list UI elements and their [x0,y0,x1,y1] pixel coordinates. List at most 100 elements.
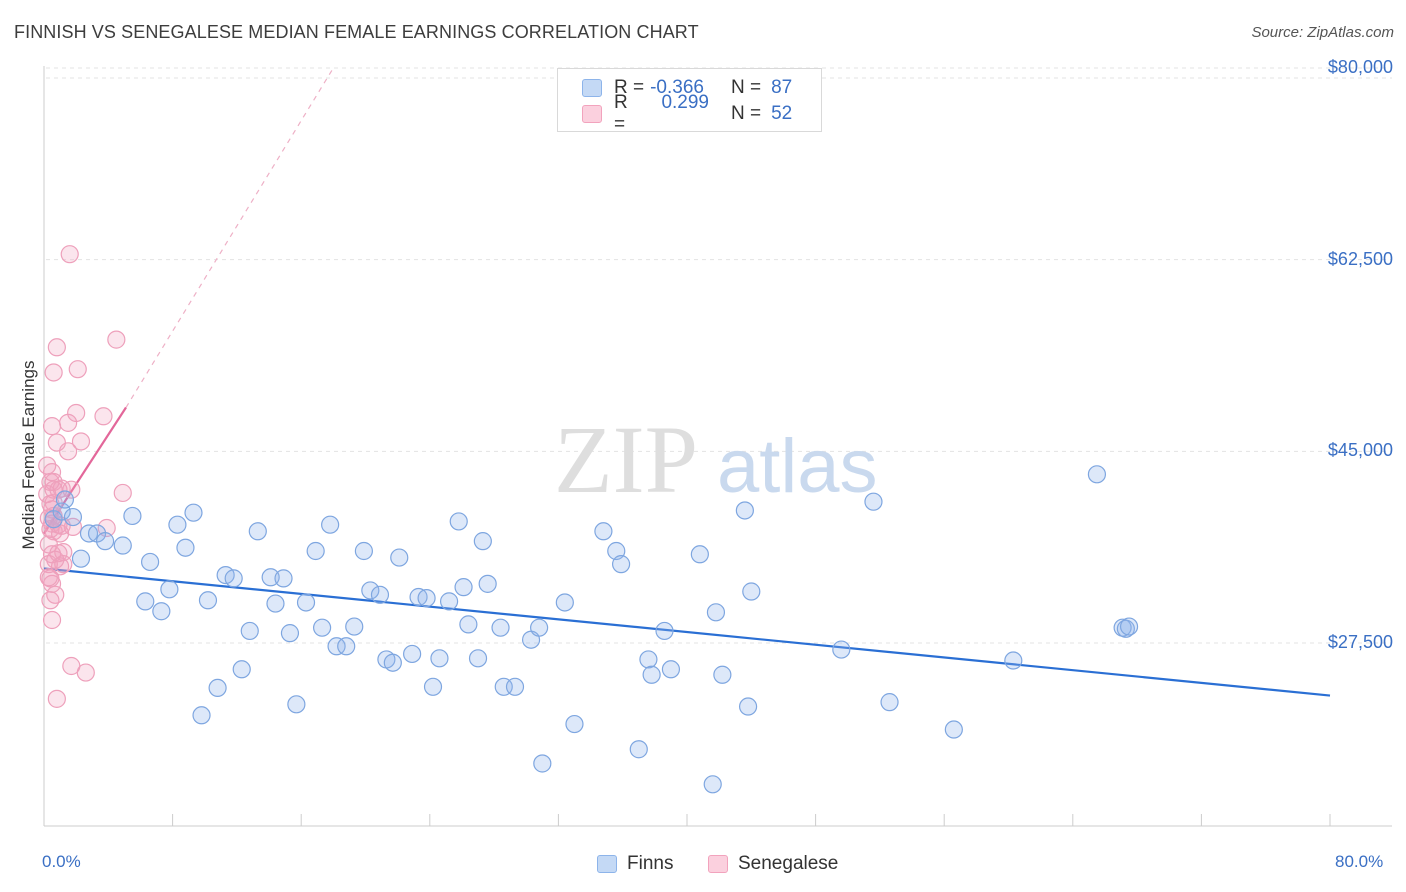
legend-n-label: N = [731,103,762,124]
finns-point [417,588,436,608]
finns-points [44,465,1139,794]
bottom-legend-finns: Finns [597,852,673,876]
senegalese-point [76,663,95,682]
finns-point [266,594,285,613]
legend-r-label: R = [614,77,645,98]
finns-point [123,506,142,526]
finns-point [176,538,195,557]
trend-lines [43,67,1331,697]
legend-r-value-finns: -0.366 [650,77,704,98]
finns-point [533,754,552,773]
senegalese-point [50,557,70,576]
finns-point [439,592,459,611]
finns-point [345,617,364,636]
finns-point [491,618,510,637]
finns-point [449,512,468,531]
legend-row-senegalese: R = 0.299 N = 52 [582,92,793,135]
correlation-legend: R = -0.366 N = 87 R = 0.299 N = 52 [557,68,822,135]
finns-point [168,515,187,534]
finns-point [454,578,473,597]
senegalese-point [47,338,66,357]
legend-n-value-senegalese: 52 [771,103,793,124]
finns-point [383,653,402,672]
watermark: ZIP atlas [554,406,878,513]
finns-point [505,677,525,696]
finns-point [565,714,584,734]
senegalese-trend-extension [125,67,334,408]
finns-point [403,644,422,664]
finns-point [370,585,390,604]
finns-point [390,548,409,567]
senegalese-point [60,245,79,264]
bottom-legend-label-senegalese: Senegalese [738,853,839,874]
senegalese-point [54,555,73,574]
finns-point [184,503,203,522]
senegalese-point [42,610,62,630]
finns-point [71,549,91,568]
finns-point [738,697,758,716]
finns-point [611,555,631,574]
senegalese-point [94,407,113,426]
senegalese-points [38,245,132,708]
finns-point [113,536,132,555]
x-tick-label-min: 0.0% [42,852,81,871]
finns-point [594,522,613,541]
finns-point [1004,651,1023,670]
legend-r-value-senegalese: 0.299 [661,92,709,113]
finns-point [639,650,658,669]
finns-point [706,603,726,622]
finns-point [642,665,661,684]
source-label: Source: ZipAtlas.com [1251,24,1394,41]
finns-point [306,541,325,561]
finns-point [944,720,963,739]
finns-point [232,660,251,679]
finns-point [152,602,171,621]
finns-point [55,490,74,509]
legend-swatch-senegalese [582,105,602,123]
finns-point [690,545,709,564]
finns-point [735,501,754,520]
legend-r-label: R = [614,92,628,135]
finns-point [63,507,83,527]
finns-point [361,581,380,600]
bottom-legend-swatch-senegalese [708,855,728,873]
finns-point [703,775,722,794]
senegalese-point [67,403,86,423]
finns-point [1116,619,1135,638]
finns-point [261,568,280,587]
finns-point [555,593,574,612]
finns-point [478,574,497,593]
senegalese-point [97,518,116,538]
finns-point [224,569,243,588]
finns-point [248,522,267,541]
finns-point [473,532,492,551]
finns-point [713,665,732,684]
legend-n-value-finns: 87 [771,77,793,98]
finns-point [140,552,160,572]
senegalese-point [63,517,83,537]
finns-point [296,593,316,612]
watermark-atlas: atlas [717,424,878,509]
finns-point [880,693,899,712]
senegalese-point [42,417,62,436]
finns-point [312,618,332,637]
senegalese-point [107,330,126,349]
y-tick-label: $80,000 [1327,56,1393,77]
finns-point [321,515,340,534]
senegalese-point [68,360,87,379]
senegalese-point [46,585,65,604]
finns-point [327,637,346,656]
bottom-legend-senegalese: Senegalese [708,852,838,876]
finns-point [468,649,488,668]
finns-point [354,541,373,561]
senegalese-trend-line [43,406,127,535]
watermark-zip: ZIP [554,406,698,513]
finns-trend-line [43,567,1331,697]
finns-point [655,621,674,641]
finns-point [459,615,478,634]
finns-point [95,532,115,551]
axes [43,66,1392,827]
senegalese-point [59,442,78,461]
finns-point [337,637,356,656]
